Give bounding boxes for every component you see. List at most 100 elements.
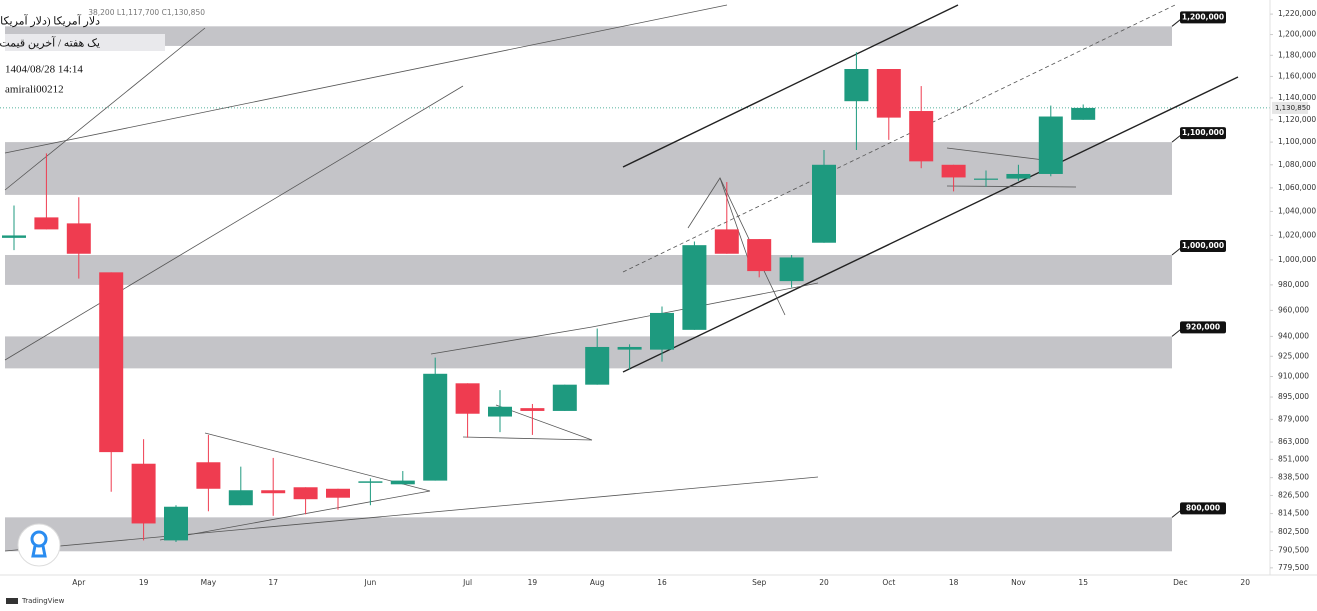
candle-body [714,229,739,254]
candle-body [1006,173,1031,179]
candle-body [552,384,577,411]
candle-body [423,373,448,481]
candle-body [228,490,253,506]
x-tick-label: Aug [590,578,605,587]
ohlc-line: 38,200 L1,117,700 C1,130,850 [88,8,205,17]
x-tick-label: Nov [1011,578,1026,587]
candle-body [941,164,966,178]
trend-line [4,27,206,191]
zone-label: 920,000 [1186,322,1220,331]
last-price-tag [1272,101,1308,114]
candle-body [747,239,772,272]
zone-tag [1180,502,1226,515]
trend-line [622,76,1239,373]
candle-body [99,272,124,453]
x-tick-label: Jun [364,578,377,587]
candle-body [812,164,836,243]
y-tick-label: 802,500 [1278,527,1309,536]
candle-body [488,406,512,417]
candle-body [585,346,610,385]
y-tick-label: 940,000 [1278,331,1309,340]
trend-line [946,185,1077,188]
candle-body [520,408,545,411]
y-tick-label: 863,000 [1278,437,1309,446]
logo [17,523,61,567]
candle-body [650,312,674,350]
x-tick-label: 17 [268,578,278,587]
candle-body [390,480,415,485]
candle-body [455,383,480,414]
x-tick-label: Dec [1173,578,1188,587]
trend-line [462,436,593,441]
candle-body [617,346,642,350]
zone-label: 1,100,000 [1182,128,1224,137]
candle-body [358,481,383,483]
trend-line [159,490,431,541]
last-price-label: 1,130,850 [1275,104,1311,112]
y-tick-label: 814,500 [1278,509,1309,518]
y-tick-label: 1,080,000 [1278,160,1316,169]
x-tick-label: Apr [72,578,86,587]
zone-label: 1,000,000 [1182,241,1224,250]
y-tick-label: 1,140,000 [1278,93,1316,102]
y-tick-label: 790,500 [1278,546,1309,555]
x-tick-label: 18 [949,578,959,587]
y-tick-label: 879,000 [1278,414,1309,423]
candle-body [1071,107,1096,120]
y-tick-label: 1,220,000 [1278,9,1316,18]
y-tick-label: 826,500 [1278,490,1309,499]
candle-body [779,257,804,282]
zone-tag [1180,321,1226,334]
y-tick-label: 1,160,000 [1278,71,1316,80]
candle-body [974,178,998,180]
y-tick-label: 1,060,000 [1278,183,1316,192]
y-tick-label: 1,180,000 [1278,50,1316,59]
candle-body [844,69,869,102]
candle-body [34,217,59,230]
y-tick-label: 925,000 [1278,351,1309,360]
candles [2,52,1096,542]
x-tick-label: 20 [1240,578,1250,587]
trend-line [4,4,728,154]
y-tick-label: 1,000,000 [1278,255,1316,264]
brand: TradingView [21,597,65,605]
candle-body [196,462,221,489]
candle-body [164,506,188,541]
zone [5,26,1172,46]
zone-label: 1,200,000 [1182,12,1224,21]
symbol: دلار آمریکا (دلار آمریکا) [0,15,100,28]
y-tick-label: 1,040,000 [1278,206,1316,215]
zone-tag [1180,239,1226,252]
candle-body [2,235,26,238]
y-tick-label: 980,000 [1278,280,1309,289]
y-tick-label: 779,500 [1278,563,1309,572]
candle-body [66,223,91,254]
x-tick-label: Jul [462,578,472,587]
y-tick-label: 910,000 [1278,371,1309,380]
interval: یک هفته / آخرین قیمت / بدون تعدیل [0,37,100,50]
candle-body [876,69,901,118]
zone [5,142,1172,195]
y-tick-label: 1,100,000 [1278,137,1316,146]
logo-mark [30,530,48,548]
y-tick-label: 960,000 [1278,305,1309,314]
candle-body [131,463,156,524]
trend-line [622,4,959,168]
candle-body [1038,116,1063,174]
y-tick-label: 895,000 [1278,392,1309,401]
x-tick-label: 15 [1078,578,1088,587]
trend-line [946,147,1045,161]
datetime: 1404/08/28 14:14 [5,64,83,76]
header-band [5,34,165,51]
trend-line [4,476,819,552]
zone-tag [1180,127,1226,140]
zone [5,254,1172,285]
x-tick-label: 16 [657,578,667,587]
zone-tag [1180,11,1226,24]
y-tick-label: 1,120,000 [1278,115,1316,124]
candle-body [293,487,318,500]
x-tick-label: 20 [819,578,829,587]
x-tick-label: 19 [528,578,538,587]
